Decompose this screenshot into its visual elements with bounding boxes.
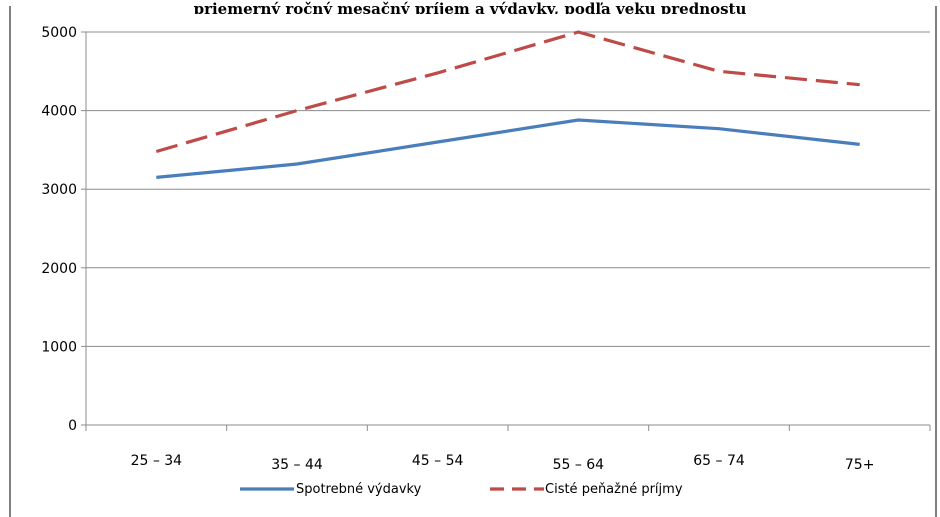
axes xyxy=(85,32,931,431)
gridlines xyxy=(81,31,930,426)
x-axis-tick-labels: 25 – 34 35 – 44 45 – 54 55 – 64 65 – 74 75+ xyxy=(131,453,875,473)
series-lines xyxy=(155,30,860,179)
y-tick-label: 3000 xyxy=(41,182,77,198)
chart-title-area: priemerný ročný mesačný príjem a výdavky… xyxy=(194,0,747,18)
x-tick-label: 65 – 74 xyxy=(693,453,745,469)
y-tick-label: 2000 xyxy=(41,261,77,277)
x-tick-label: 25 – 34 xyxy=(131,453,183,469)
legend: Spotrebné výdavky Cisté peňažné príjmy xyxy=(240,482,683,497)
y-tick-label: 0 xyxy=(68,418,77,434)
y-tick-label: 1000 xyxy=(41,339,77,355)
x-tick-label: 45 – 54 xyxy=(412,453,464,469)
y-tick-label: 5000 xyxy=(41,25,77,41)
y-tick-label: 4000 xyxy=(41,104,77,120)
x-tick-label: 55 – 64 xyxy=(553,457,605,473)
series-line-1 xyxy=(156,118,860,179)
series-line-2 xyxy=(155,30,860,154)
y-axis-tick-labels: 0 1000 2000 3000 4000 5000 xyxy=(41,25,77,434)
legend-label-1: Spotrebné výdavky xyxy=(296,482,422,497)
x-tick-label: 75+ xyxy=(845,457,875,473)
legend-label-2: Cisté peňažné príjmy xyxy=(545,482,683,497)
x-tick-label: 35 – 44 xyxy=(271,457,323,473)
chart-title: priemerný ročný mesačný príjem a výdavky… xyxy=(194,0,747,18)
